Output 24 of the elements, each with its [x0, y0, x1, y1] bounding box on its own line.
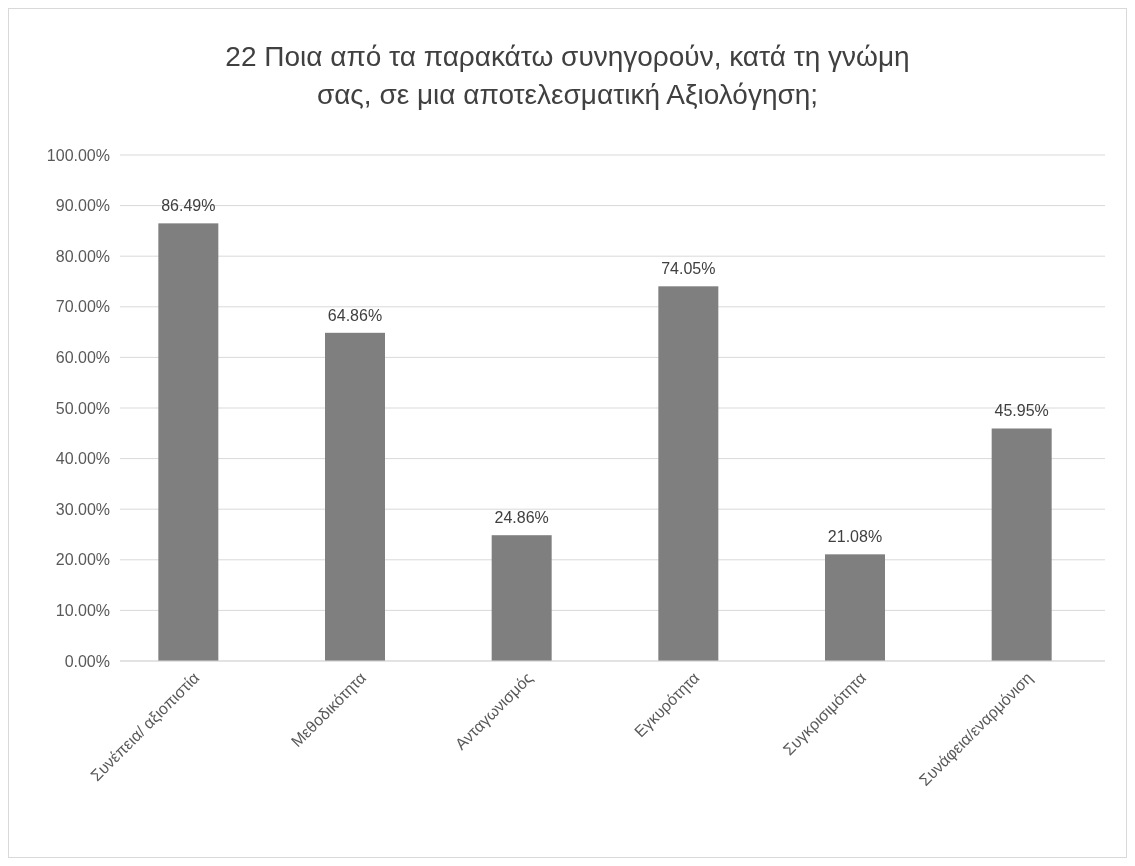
- data-label: 64.86%: [327, 306, 383, 324]
- bar: [991, 428, 1052, 661]
- bar: [658, 286, 719, 661]
- y-tick-label: 20.00%: [55, 551, 110, 569]
- bar: [325, 332, 385, 661]
- chart-title: 22 Ποια από τα παρακάτω συνηγορούν, κατά τη γνώμη σας, σε μια αποτελεσματική Αξιολόγηση;: [225, 41, 910, 110]
- data-label: 24.86%: [494, 509, 549, 527]
- y-tick-label: 90.00%: [55, 197, 110, 215]
- y-tick-label: 70.00%: [55, 298, 110, 316]
- y-tick-label: 60.00%: [55, 349, 110, 366]
- data-label: 86.49%: [161, 197, 216, 215]
- y-tick-label: 30.00%: [55, 500, 110, 518]
- data-label: 21.08%: [827, 528, 883, 546]
- y-tick-label: 40.00%: [55, 450, 110, 468]
- data-label: 74.05%: [661, 260, 716, 278]
- bar: [158, 223, 219, 661]
- y-tick-label: 0.00%: [64, 652, 110, 670]
- y-tick-label: 100.00%: [46, 146, 110, 164]
- y-tick-label: 50.00%: [55, 399, 110, 417]
- y-tick-label: 80.00%: [55, 247, 110, 265]
- y-tick-label: 10.00%: [55, 602, 110, 619]
- bar: [491, 535, 552, 661]
- data-label: 45.95%: [994, 402, 1049, 420]
- bar: [825, 554, 885, 661]
